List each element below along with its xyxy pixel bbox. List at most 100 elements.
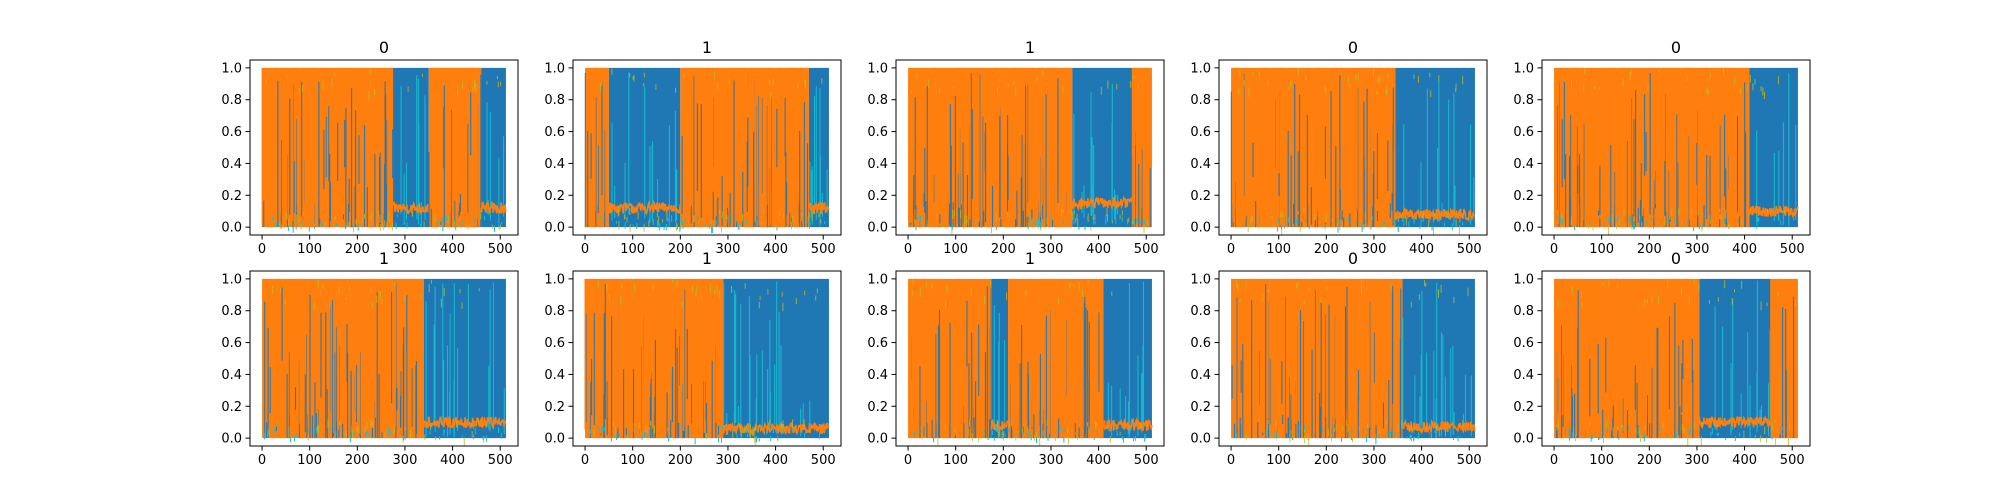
x-tick-label: 200: [991, 453, 1016, 468]
orange-band-0: [908, 67, 1073, 228]
y-tick-label: 1.0: [544, 272, 565, 287]
x-tick-label: 0: [1550, 453, 1558, 468]
plot-area: [584, 67, 830, 234]
orange-spikes: [1232, 67, 1387, 227]
orange-band-0: [1230, 67, 1396, 228]
subplot-0: 0 100 200 300 400 500 0.0 0.2 0.4 0.6 0.8 1.0 0: [221, 38, 519, 257]
subplot-4: 0 100 200 300 400 500 0.0 0.2 0.4 0.6 0.8 1.0 0: [1513, 38, 1811, 257]
orange-spikes: [1008, 278, 1101, 438]
axes-frame: [572, 59, 842, 236]
x-tick-label: 100: [1589, 453, 1614, 468]
x-tick-label: 0: [1227, 453, 1235, 468]
x-tick-label: 100: [943, 242, 968, 257]
flecks-cyan: [1556, 214, 1795, 232]
subplot-title: 1: [1025, 249, 1035, 268]
tail-line: [1698, 415, 1772, 430]
band-fill: [1103, 278, 1152, 439]
x-tick-label: 500: [811, 242, 836, 257]
x-tick-label: 200: [668, 453, 693, 468]
y-tick-label: 0.8: [544, 93, 565, 108]
orange-band-0: [1554, 278, 1700, 439]
x-tick-label: 0: [1550, 242, 1558, 257]
x-tick-label: 0: [904, 242, 912, 257]
orange-band-0: [908, 278, 992, 439]
flecks-cyan: [600, 215, 826, 234]
x-tick-label: 100: [1589, 242, 1614, 257]
x-tick-label: 0: [904, 453, 912, 468]
streaks: [1107, 281, 1145, 438]
y-tick-label: 0.6: [544, 125, 565, 140]
flecks-olive: [265, 70, 502, 233]
orange-band-0: [584, 278, 724, 439]
y-tick-label: 0.2: [1190, 189, 1211, 204]
y-tick-label: 0.0: [867, 432, 888, 447]
plot-area: [908, 67, 1152, 235]
blue-band-1: [1071, 67, 1133, 228]
band-fill: [808, 67, 829, 228]
orange-spikes: [1557, 67, 1741, 227]
y-tick-label: 0.0: [867, 221, 888, 236]
band-fill: [1402, 278, 1475, 439]
x-tick-label: 300: [1039, 242, 1064, 257]
plot-area: [1554, 67, 1799, 235]
orange-spikes: [261, 67, 392, 228]
y-tick-label: 1.0: [221, 61, 242, 76]
y-tick-label: 1.0: [1513, 61, 1534, 76]
y-tick-label: 0.4: [1513, 157, 1534, 172]
flecks-olive: [268, 279, 485, 446]
y-tick-label: 0.8: [221, 93, 242, 108]
x-tick-label: 100: [620, 242, 645, 257]
band-fill: [1699, 278, 1771, 439]
subplot-title: 0: [1348, 249, 1358, 268]
flecks-olive: [593, 279, 818, 446]
plot-area: [908, 278, 1153, 446]
x-tick-label: 200: [1637, 453, 1662, 468]
orange-spikes: [1237, 278, 1399, 439]
x-tick-label: 400: [763, 453, 788, 468]
x-tick-label: 400: [1086, 453, 1111, 468]
y-tick-label: 0.0: [544, 221, 565, 236]
x-tick-label: 200: [1637, 242, 1662, 257]
blue-band-1: [722, 278, 830, 439]
y-tick-label: 0.8: [1513, 93, 1534, 108]
y-tick-label: 0.6: [544, 336, 565, 351]
y-tick-label: 0.6: [221, 336, 242, 351]
x-tick-label: 100: [297, 453, 322, 468]
x-tick-label: 500: [1134, 242, 1159, 257]
orange-band-0: [262, 278, 425, 439]
band-fill: [393, 67, 429, 228]
plot-area: [1554, 278, 1798, 446]
x-tick-label: 200: [668, 242, 693, 257]
flecks-cyan: [914, 425, 1146, 443]
y-tick-label: 0.6: [1513, 125, 1534, 140]
axes-frame: [1218, 59, 1488, 236]
x-tick-label: 300: [393, 453, 418, 468]
x-tick-label: 500: [488, 453, 513, 468]
x-tick-label: 0: [258, 453, 266, 468]
flecks-cyan: [271, 214, 503, 233]
x-tick-label: 300: [1039, 453, 1064, 468]
y-tick-label: 0.6: [1190, 125, 1211, 140]
x-tick-label: 200: [991, 242, 1016, 257]
orange-band-2: [1770, 278, 1798, 439]
subplot-title: 1: [379, 249, 389, 268]
orange-band-2: [680, 67, 809, 228]
x-tick-label: 500: [1134, 453, 1159, 468]
orange-spikes: [1770, 278, 1796, 439]
blue-band-1: [1748, 67, 1799, 228]
tail-line: [480, 200, 507, 214]
band-fill: [424, 278, 506, 439]
subplot-1: 0 100 200 300 400 500 0.0 0.2 0.4 0.6 0.8 1.0 1: [544, 38, 842, 257]
subplot-title: 1: [702, 249, 712, 268]
y-tick-label: 0.0: [544, 432, 565, 447]
orange-spikes: [431, 67, 481, 228]
subplot-3: 0 100 200 300 400 500 0.0 0.2 0.4 0.6 0.8 1.0 0: [1190, 38, 1488, 257]
tail-line: [1102, 417, 1153, 433]
flecks-cyan: [264, 426, 502, 443]
x-tick-label: 400: [1732, 242, 1757, 257]
subplot-title: 1: [1025, 38, 1035, 57]
streaks: [993, 305, 1006, 437]
blue-band-3: [480, 67, 507, 228]
orange-spikes: [685, 67, 804, 227]
